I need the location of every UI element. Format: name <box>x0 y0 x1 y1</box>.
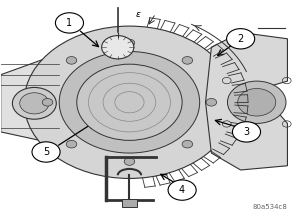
Text: 3: 3 <box>243 127 250 137</box>
Circle shape <box>55 13 83 33</box>
Circle shape <box>206 98 217 106</box>
Circle shape <box>66 140 77 148</box>
Bar <box>122 199 137 207</box>
Text: ε: ε <box>136 10 141 19</box>
Text: 4: 4 <box>179 185 185 195</box>
Circle shape <box>233 122 260 142</box>
Circle shape <box>42 98 53 106</box>
Circle shape <box>124 39 135 47</box>
Text: 80a534c8: 80a534c8 <box>253 204 288 210</box>
Circle shape <box>238 89 276 116</box>
Circle shape <box>124 158 135 165</box>
Circle shape <box>228 81 286 123</box>
Circle shape <box>182 57 193 64</box>
Circle shape <box>182 140 193 148</box>
Text: 1: 1 <box>66 18 73 28</box>
Circle shape <box>227 29 255 49</box>
Circle shape <box>12 88 56 119</box>
Circle shape <box>59 52 200 153</box>
Polygon shape <box>206 32 288 170</box>
Circle shape <box>24 26 235 178</box>
Circle shape <box>77 64 182 140</box>
Text: 2: 2 <box>238 34 244 44</box>
Text: 5: 5 <box>43 147 49 157</box>
Circle shape <box>102 36 134 59</box>
Circle shape <box>32 142 60 162</box>
Polygon shape <box>1 54 71 145</box>
Circle shape <box>20 93 49 114</box>
Circle shape <box>168 180 196 200</box>
Circle shape <box>66 57 77 64</box>
